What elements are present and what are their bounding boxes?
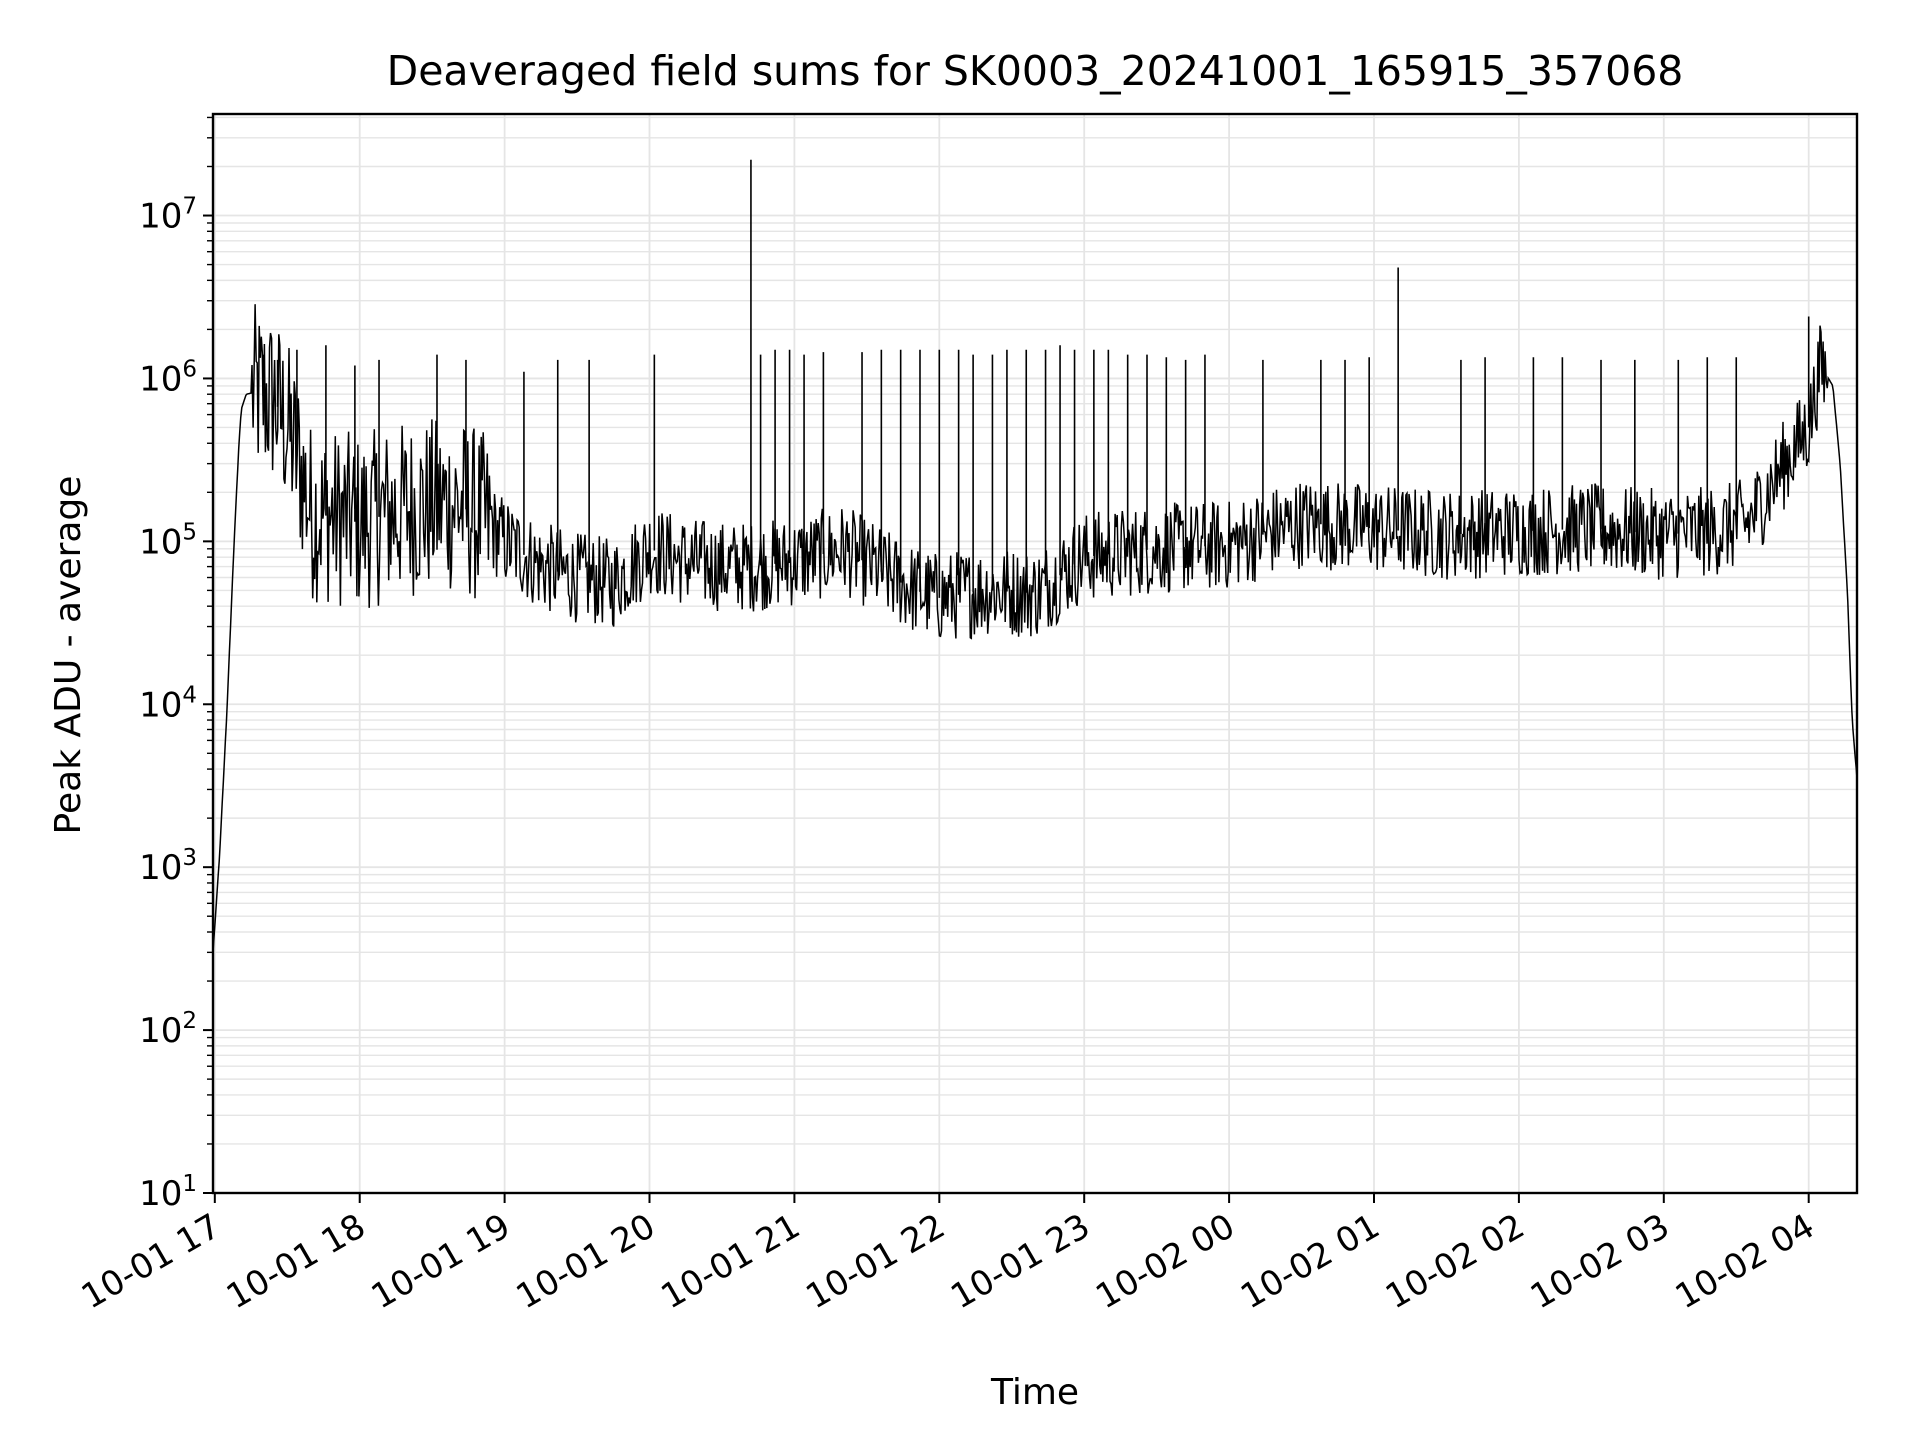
y-tick-label: 106 — [139, 356, 197, 399]
y-tick-base: 10 — [139, 197, 182, 237]
chart-title: Deaveraged field sums for SK0003_2024100… — [387, 47, 1684, 95]
y-tick-exponent: 6 — [182, 356, 197, 382]
y-tick-base: 10 — [139, 685, 182, 725]
y-tick-exponent: 4 — [182, 682, 197, 708]
y-tick-label: 102 — [139, 1008, 197, 1051]
y-tick-label: 105 — [139, 519, 197, 562]
y-tick-label: 103 — [139, 845, 197, 888]
y-tick-base: 10 — [139, 1174, 182, 1214]
y-tick-exponent: 5 — [182, 519, 197, 545]
y-tick-exponent: 3 — [182, 845, 197, 871]
y-tick-base: 10 — [139, 848, 182, 888]
y-axis-label: Peak ADU - average — [48, 476, 89, 835]
data-series — [212, 159, 1858, 953]
y-tick-base: 10 — [139, 359, 182, 399]
y-tick-label: 107 — [139, 194, 197, 237]
y-tick-label: 104 — [139, 682, 197, 725]
y-tick-label: 101 — [139, 1171, 197, 1214]
x-axis-label: Time — [990, 1372, 1079, 1413]
plot-frame — [211, 112, 1859, 1195]
grid — [213, 114, 1857, 1194]
y-tick-exponent: 7 — [182, 194, 197, 220]
y-tick-base: 10 — [139, 522, 182, 562]
y-tick-base: 10 — [139, 1011, 182, 1051]
y-tick-exponent: 2 — [182, 1008, 197, 1034]
data-line — [212, 304, 1858, 953]
y-tick-exponent: 1 — [182, 1171, 197, 1197]
